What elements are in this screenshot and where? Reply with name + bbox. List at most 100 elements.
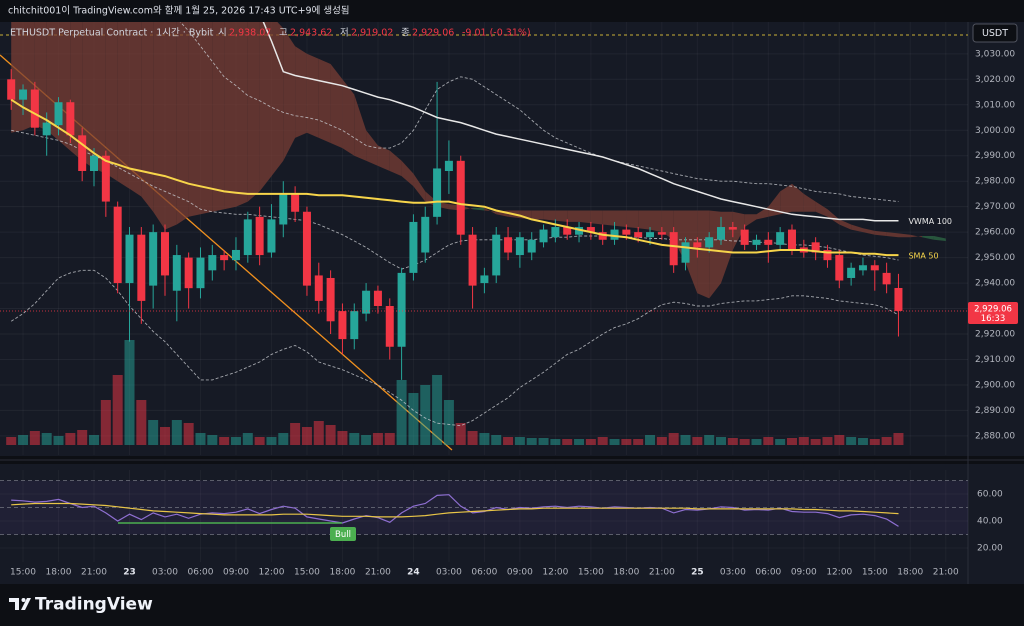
candle-body bbox=[42, 122, 51, 136]
x-tick-label: 21:00 bbox=[933, 568, 959, 578]
volume-bar bbox=[763, 437, 774, 445]
volume-bar bbox=[77, 430, 88, 445]
divergence-label: Bull bbox=[335, 530, 351, 540]
x-tick-label: 21:00 bbox=[81, 568, 107, 578]
volume-bar bbox=[372, 433, 383, 445]
y-tick-label: 2,890.00 bbox=[975, 406, 1015, 416]
x-tick-label: 15:00 bbox=[862, 568, 888, 578]
volume-bar bbox=[869, 439, 880, 445]
rsi-tick-label: 40.00 bbox=[977, 516, 1003, 526]
volume-bar bbox=[6, 437, 17, 445]
cloud-segment bbox=[401, 160, 414, 187]
legend-key: 시 bbox=[218, 28, 227, 39]
cloud-segment bbox=[650, 210, 662, 233]
x-tick-label: 12:00 bbox=[542, 568, 568, 578]
x-tick-label: 21:00 bbox=[649, 568, 675, 578]
volume-bar bbox=[716, 437, 726, 445]
candle-body bbox=[858, 265, 867, 271]
volume-bar bbox=[727, 438, 738, 445]
candle-body bbox=[492, 234, 501, 276]
candle-body bbox=[444, 160, 453, 172]
cloud-segment bbox=[886, 232, 899, 238]
time-axis bbox=[0, 564, 1024, 584]
volume-bar bbox=[455, 423, 466, 445]
x-tick-label: 06:00 bbox=[755, 568, 781, 578]
candle-body bbox=[681, 242, 690, 263]
candle-body bbox=[196, 257, 205, 289]
volume-bar bbox=[361, 435, 372, 445]
volume-bar bbox=[479, 433, 490, 445]
y-tick-label: 2,910.00 bbox=[975, 355, 1015, 365]
volume-bar bbox=[503, 437, 514, 445]
chart-title: ETHUSDT Perpetual Contract · 1시간 · Bybit bbox=[10, 28, 214, 39]
candle-body bbox=[764, 239, 773, 245]
cloud-segment bbox=[874, 230, 887, 236]
rsi-tick-label: 20.00 bbox=[977, 543, 1003, 553]
cloud-segment bbox=[176, 22, 189, 225]
volume-bar bbox=[550, 439, 561, 445]
candle-body bbox=[823, 249, 832, 261]
cloud-segment bbox=[212, 22, 225, 212]
volume-bar bbox=[739, 439, 750, 445]
cloud-segment bbox=[224, 22, 236, 210]
volume-bar bbox=[775, 439, 786, 445]
y-tick-label: 2,880.00 bbox=[975, 431, 1015, 441]
cloud-segment bbox=[236, 22, 248, 207]
cloud-segment bbox=[117, 22, 130, 189]
cloud-segment bbox=[709, 210, 721, 299]
volume-bar bbox=[278, 433, 289, 445]
volume-bar bbox=[266, 437, 277, 445]
candle-body bbox=[66, 102, 75, 136]
volume-bar bbox=[857, 438, 868, 445]
cloud-segment bbox=[910, 234, 923, 238]
candle-body bbox=[243, 219, 252, 256]
band-basis bbox=[11, 129, 899, 270]
cloud-segment bbox=[366, 130, 378, 166]
volume-bar bbox=[384, 433, 395, 445]
legend-value: 2,929.06 bbox=[412, 28, 454, 39]
band-lower bbox=[10, 269, 899, 427]
candle-body bbox=[705, 237, 714, 248]
volume-bar bbox=[786, 438, 797, 445]
volume-bar bbox=[29, 431, 40, 445]
candle-body bbox=[480, 275, 489, 284]
x-tick-label: 24 bbox=[407, 568, 420, 578]
candle-body bbox=[433, 168, 442, 217]
cloud-segment bbox=[851, 224, 863, 233]
cloud-segment bbox=[283, 28, 296, 161]
candle-body bbox=[586, 227, 595, 233]
x-tick-label: 25 bbox=[691, 568, 704, 578]
volume-bar bbox=[798, 437, 809, 445]
volume-bar bbox=[408, 393, 419, 445]
candle-body bbox=[882, 272, 891, 285]
volume-bar bbox=[171, 420, 182, 445]
volume-bar bbox=[148, 420, 159, 445]
volume-bar bbox=[467, 431, 478, 445]
cloud-segment bbox=[165, 22, 177, 230]
x-tick-label: 03:00 bbox=[152, 568, 178, 578]
volume-bar bbox=[538, 438, 549, 445]
x-tick-label: 18:00 bbox=[46, 568, 72, 578]
candle-body bbox=[527, 239, 536, 253]
y-tick-label: 3,000.00 bbox=[975, 126, 1015, 136]
volume-bar bbox=[242, 433, 253, 445]
cloud-segment bbox=[590, 210, 603, 225]
candle-body bbox=[19, 89, 28, 100]
logo-mark bbox=[9, 598, 31, 610]
volume-bar bbox=[597, 437, 608, 445]
cloud-segment bbox=[141, 22, 154, 212]
volume-bar bbox=[301, 427, 312, 445]
volume-bar bbox=[810, 439, 821, 445]
volume-bar bbox=[562, 439, 573, 445]
cloud-segment bbox=[259, 22, 272, 192]
candle-body bbox=[30, 89, 39, 128]
candle-body bbox=[835, 255, 844, 281]
cloud-segment bbox=[342, 79, 355, 156]
x-tick-label: 15:00 bbox=[10, 568, 36, 578]
candle-body bbox=[385, 305, 394, 347]
legend-value: 2,938.07 bbox=[229, 28, 271, 39]
volume-bar bbox=[136, 400, 147, 445]
cloud-segment bbox=[780, 183, 792, 215]
candle-body bbox=[504, 237, 513, 253]
cloud-segment bbox=[306, 53, 319, 138]
